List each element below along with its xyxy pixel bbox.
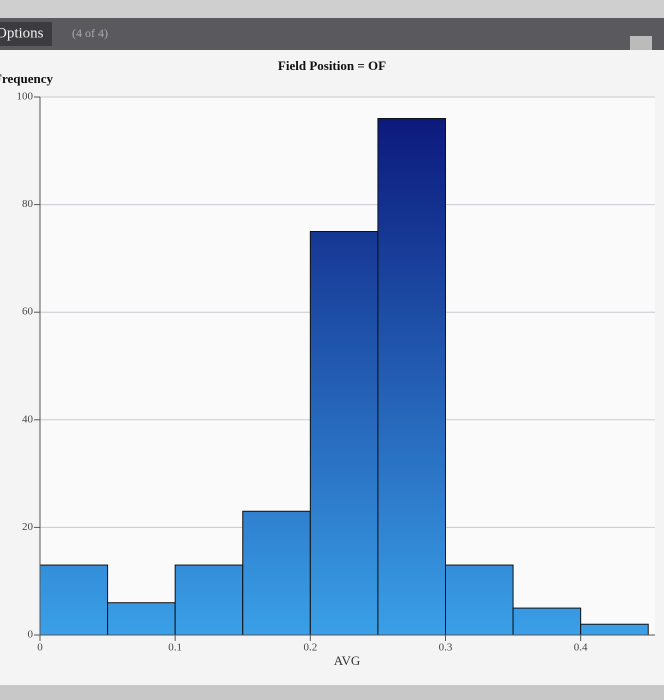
bar [309, 231, 379, 636]
options-tab[interactable] [0, 22, 52, 46]
x-tick-label: 0.3 [439, 642, 453, 654]
bottom-bar [0, 685, 664, 700]
x-axis-label: AVG [334, 653, 361, 668]
bezel [0, 0, 664, 18]
bar [174, 564, 244, 636]
bar [107, 602, 176, 636]
y-tick-label: 40 [22, 413, 34, 425]
bar [580, 623, 649, 636]
x-tick-label: 0.4 [574, 642, 588, 654]
y-tick-label: 0 [28, 629, 34, 641]
y-tick-label: 100 [17, 91, 34, 103]
x-tick-label: 0.1 [168, 642, 182, 654]
y-tick-label: 60 [22, 306, 34, 318]
toolbar [0, 18, 664, 50]
page-count: (4 of 4) [72, 26, 108, 40]
x-tick-label: 0.2 [303, 642, 317, 654]
bar [39, 564, 109, 636]
bar [242, 510, 311, 636]
x-tick-label: 0 [37, 642, 43, 654]
bar [512, 607, 582, 636]
menu-icon[interactable] [630, 36, 652, 52]
bar [377, 118, 446, 636]
y-tick-label: 80 [22, 198, 34, 210]
chart-title: Field Position = OF [278, 58, 386, 73]
bar [444, 564, 514, 636]
options-label[interactable]: Options [0, 25, 44, 41]
y-tick-label: 20 [22, 521, 34, 533]
